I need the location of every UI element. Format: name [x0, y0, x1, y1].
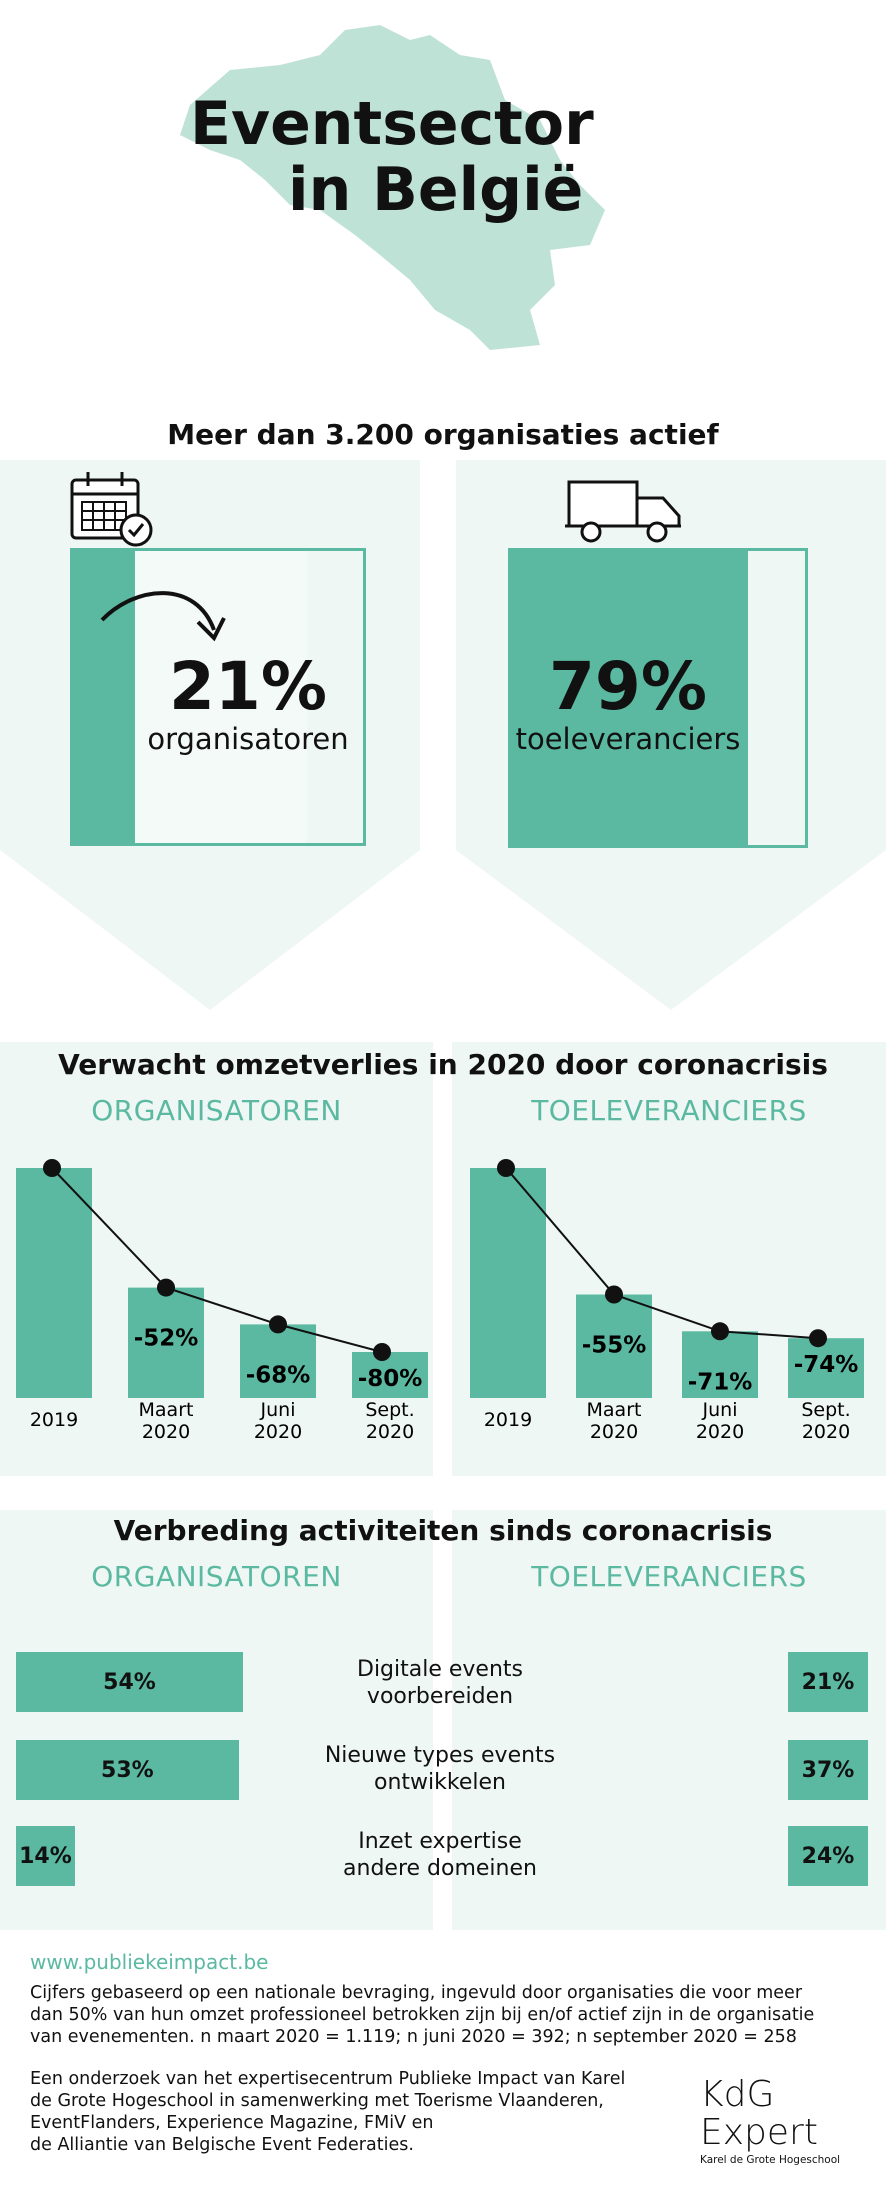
toeleveranciers-activity-bar: 21%	[788, 1652, 868, 1712]
chart-point	[43, 1159, 61, 1177]
organisatoren-share-box	[70, 548, 366, 846]
organisatoren-activity-bar: 54%	[16, 1652, 243, 1712]
study-credits-line: de Alliantie van Belgische Event Federat…	[30, 2135, 414, 2155]
section2-heading: Verwacht omzetverlies in 2020 door coron…	[58, 1048, 828, 1081]
chart-data-label: -80%	[358, 1366, 423, 1392]
chart-point	[269, 1315, 287, 1334]
logo-line1: KdG	[700, 2074, 775, 2115]
chart-bar	[470, 1168, 546, 1398]
logo-subtitle: Karel de Grote Hogeschool	[700, 2154, 841, 2166]
activity-label: Inzet expertise andere domeinen	[300, 1828, 580, 1882]
chart-bar	[128, 1287, 204, 1398]
kdg-expert-logo: KdG Expert Karel de Grote Hogeschool	[700, 2074, 870, 2167]
chart-point	[373, 1343, 391, 1361]
organisatoren-share-remainder	[135, 551, 307, 843]
activity-label: Digitale events voorbereiden	[300, 1656, 580, 1710]
methodology-note: Cijfers gebaseerd op een nationale bevra…	[30, 1982, 870, 2048]
chart-category-label: 2019	[30, 1409, 78, 1431]
activity-label-line1: Inzet expertise	[358, 1829, 522, 1854]
toeleveranciers-label: toeleveranciers	[515, 722, 741, 756]
chart-category-label: Juni 2020	[254, 1399, 302, 1443]
chart-trend-line	[505, 1167, 819, 1340]
section2-left-heading: ORGANISATOREN	[91, 1094, 342, 1127]
organisatoren-label: organisatoren	[147, 722, 349, 756]
section2-right-heading: TOELEVERANCIERS	[531, 1094, 807, 1127]
activity-label-line2: voorbereiden	[366, 1684, 514, 1709]
section1-heading: Meer dan 3.200 organisaties actief	[167, 418, 719, 451]
section3-heading: Verbreding activiteiten sinds coronacris…	[113, 1514, 773, 1547]
toeleveranciers-share-fill	[511, 551, 748, 845]
chart-category-label: Juni 2020	[696, 1399, 744, 1443]
activity-label: Nieuwe types events ontwikkelen	[300, 1742, 580, 1796]
toeleveranciers-percent: 79%	[549, 648, 707, 725]
activity-label-line1: Nieuwe types events	[324, 1743, 556, 1768]
chart-data-label: -55%	[582, 1333, 647, 1359]
chart-bar	[788, 1338, 864, 1398]
chart-data-label: -71%	[688, 1369, 753, 1395]
page-title-line1: Eventsector	[190, 89, 594, 159]
study-credits: Een onderzoek van het expertisecentrum P…	[30, 2068, 650, 2156]
truck-icon	[565, 480, 681, 543]
organisatoren-share-fill	[73, 551, 136, 843]
chart-point	[497, 1159, 515, 1177]
curved-arrow-icon	[100, 591, 226, 642]
belgium-map-shape	[180, 25, 605, 350]
chart-point	[711, 1322, 729, 1341]
source-url-link[interactable]: www.publiekeimpact.be	[30, 1950, 269, 1974]
chart-data-label: -74%	[794, 1352, 859, 1378]
methodology-note-line: dan 50% van hun omzet professioneel betr…	[30, 2005, 815, 2025]
organisatoren-omzet-chart: 2019 Maart 2020 -52% Juni 2020 -68% Sept. 2020 -8…	[16, 1159, 428, 1443]
chart-point	[157, 1278, 175, 1297]
organisatoren-activity-bar: 53%	[16, 1740, 239, 1800]
chart-category-label: Maart 2020	[587, 1399, 642, 1443]
chart-bar	[240, 1324, 316, 1398]
organisatoren-percent: 21%	[169, 648, 327, 725]
section3-right-heading: TOELEVERANCIERS	[531, 1560, 807, 1593]
chart-category-label: Sept. 2020	[365, 1399, 414, 1443]
chart-bar	[576, 1294, 652, 1398]
calendar-check-icon	[70, 472, 153, 547]
chart-bar	[16, 1168, 92, 1398]
chart-category-label: Maart 2020	[139, 1399, 194, 1443]
methodology-note-line: van evenementen. n maart 2020 = 1.119; n…	[30, 2027, 797, 2047]
chart-bar	[352, 1352, 428, 1398]
study-credits-line: Een onderzoek van het expertisecentrum P…	[30, 2069, 626, 2089]
study-credits-line: EventFlanders, Experience Magazine, FMiV…	[30, 2113, 434, 2133]
logo-line2: Expert	[700, 2112, 818, 2153]
chart-data-label: -68%	[246, 1362, 311, 1388]
chart-point	[809, 1329, 827, 1348]
chart-category-label: 2019	[484, 1409, 532, 1431]
toeleveranciers-activity-bar: 24%	[788, 1826, 868, 1886]
chart-point	[605, 1285, 623, 1304]
activity-label-line2: andere domeinen	[343, 1856, 537, 1881]
methodology-note-line: Cijfers gebaseerd op een nationale bevra…	[30, 1983, 803, 2003]
chart-category-label: Sept. 2020	[801, 1399, 850, 1443]
chart-data-label: -52%	[134, 1326, 199, 1352]
organisatoren-activity-bar: 14%	[16, 1826, 75, 1886]
chart-bar	[682, 1331, 758, 1398]
toeleveranciers-omzet-chart: 2019 Maart 2020 -55% Juni 2020 -71% Sept. 2020 -7…	[470, 1159, 864, 1443]
page-title-line2: in België	[288, 155, 584, 225]
chart-trend-line	[51, 1167, 383, 1353]
section3-left-heading: ORGANISATOREN	[91, 1560, 342, 1593]
toeleveranciers-share-box	[508, 548, 808, 848]
activity-label-line2: ontwikkelen	[374, 1770, 506, 1795]
activity-label-line1: Digitale events	[357, 1657, 523, 1682]
study-credits-line: de Grote Hogeschool in samenwerking met …	[30, 2091, 604, 2111]
toeleveranciers-activity-bar: 37%	[788, 1740, 868, 1800]
